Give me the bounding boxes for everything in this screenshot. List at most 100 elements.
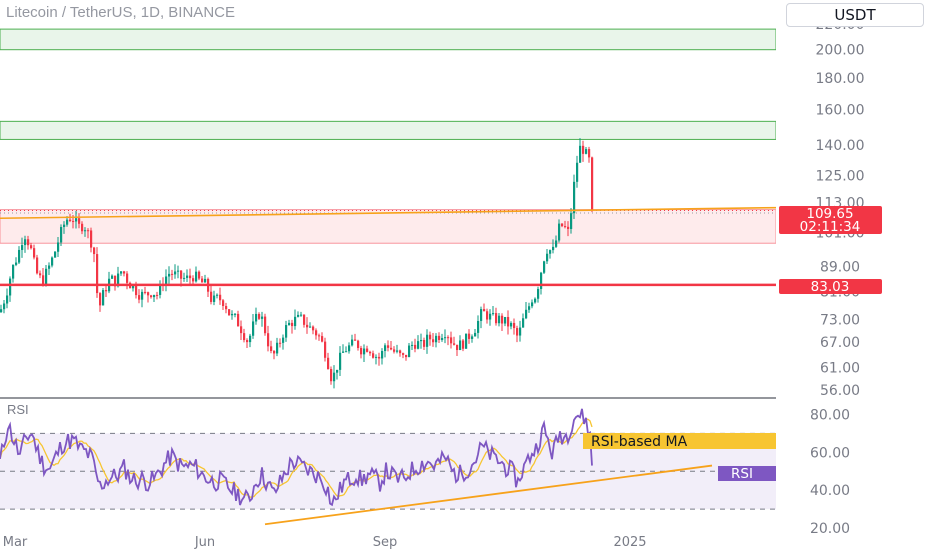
- candle-body: [516, 328, 519, 336]
- candle-body: [465, 333, 468, 349]
- candle-body: [141, 291, 144, 300]
- candle-body: [423, 340, 426, 347]
- candle-body: [306, 324, 309, 328]
- candle-body: [570, 213, 573, 229]
- candle-body: [279, 342, 282, 344]
- candle-body: [264, 316, 267, 334]
- price-axis-label: 56.00: [820, 383, 860, 399]
- candle-body: [63, 224, 66, 228]
- price-zones: [0, 28, 777, 244]
- candle-body: [513, 322, 516, 329]
- candle-body: [198, 271, 201, 279]
- candle-body: [378, 356, 381, 359]
- rsi-pane-label: RSI: [7, 402, 29, 417]
- candle-body: [177, 270, 180, 272]
- candle-body: [519, 327, 522, 336]
- candle-body: [297, 314, 300, 317]
- time-axis-label: Sep: [373, 535, 398, 550]
- candle-body: [393, 349, 396, 352]
- candle-body: [462, 340, 465, 349]
- rsi-axis-label: 20.00: [810, 521, 850, 537]
- rsi-axis[interactable]: 80.00 60.00 40.00 20.00: [810, 407, 850, 537]
- candle-body: [474, 332, 477, 337]
- candle-body: [294, 316, 297, 327]
- candle-body: [69, 219, 72, 222]
- candle-body: [96, 254, 99, 294]
- candle-body: [507, 316, 510, 327]
- candle-body: [336, 369, 339, 373]
- candle-body: [204, 278, 207, 283]
- candle-body: [498, 315, 501, 324]
- chart-title: Litecoin / TetherUS, 1D, BINANCE: [6, 4, 235, 21]
- candle-body: [552, 246, 555, 251]
- candle-body: [111, 275, 114, 279]
- time-axis-label: Jun: [194, 535, 215, 550]
- candle-body: [582, 145, 585, 154]
- rsi-ma-line: [0, 418, 593, 498]
- candle-body: [342, 351, 345, 353]
- candle-body: [576, 162, 579, 182]
- candle-body: [180, 270, 183, 279]
- candle-body: [147, 292, 150, 296]
- candle-body: [363, 348, 366, 355]
- candle-body: [87, 230, 90, 232]
- rsi-ma-tag-box: [583, 433, 776, 449]
- candle-body: [357, 340, 360, 348]
- candle-body: [282, 337, 285, 343]
- candle-body: [234, 313, 237, 315]
- time-axis-label: 2025: [613, 535, 646, 550]
- candle-body: [33, 248, 36, 258]
- price-axis-label: 140.00: [816, 138, 865, 154]
- candle-body: [528, 306, 531, 310]
- candle-body: [354, 339, 357, 341]
- currency-selector-button[interactable]: USDT: [786, 3, 924, 27]
- candle-body: [501, 315, 504, 324]
- candle-body: [573, 181, 576, 214]
- time-axis[interactable]: Mar Jun Sep 2025: [3, 535, 647, 550]
- candle-body: [450, 337, 453, 344]
- candle-body: [417, 341, 420, 349]
- candle-body: [117, 273, 120, 287]
- candle-body: [99, 293, 102, 306]
- candle-body: [486, 311, 489, 320]
- resistance-zone-2: [0, 120, 777, 140]
- candle-body: [525, 309, 528, 319]
- rsi-ma-label: RSI-based MA: [591, 434, 688, 450]
- candle-body: [174, 271, 177, 275]
- candle-body: [216, 294, 219, 296]
- candle-body: [42, 275, 45, 285]
- candle-body: [258, 313, 261, 319]
- candle-body: [276, 342, 279, 354]
- candle-body: [438, 335, 441, 340]
- rsi-value-tag: RSI: [718, 466, 776, 482]
- candle-body: [114, 275, 117, 287]
- candle-body: [249, 335, 252, 343]
- support-tag-box: [779, 279, 882, 294]
- candle-body: [168, 273, 171, 277]
- candle-body: [483, 309, 486, 312]
- price-trendline: [0, 206, 777, 220]
- candle-body: [471, 336, 474, 339]
- candle-body: [540, 272, 543, 289]
- resistance-zone-1: [0, 28, 777, 51]
- candle-body: [579, 145, 582, 163]
- price-axis-label: 89.00: [820, 259, 860, 275]
- candle-body: [45, 268, 48, 285]
- candle-body: [66, 219, 69, 225]
- candle-body: [477, 320, 480, 333]
- candle-body: [246, 340, 249, 343]
- price-axis-label: 73.00: [820, 312, 860, 328]
- rsi-value-label: RSI: [731, 466, 753, 482]
- candle-body: [252, 321, 255, 336]
- candle-body: [6, 295, 9, 304]
- candle-body: [300, 314, 303, 316]
- candle-body: [567, 226, 570, 229]
- candle-body: [585, 149, 588, 154]
- candle-body: [0, 309, 3, 313]
- candle-body: [432, 339, 435, 343]
- rsi-line: [0, 408, 593, 507]
- rsi-trendline: [264, 464, 713, 526]
- candle-body: [504, 316, 507, 324]
- candle-body: [171, 273, 174, 275]
